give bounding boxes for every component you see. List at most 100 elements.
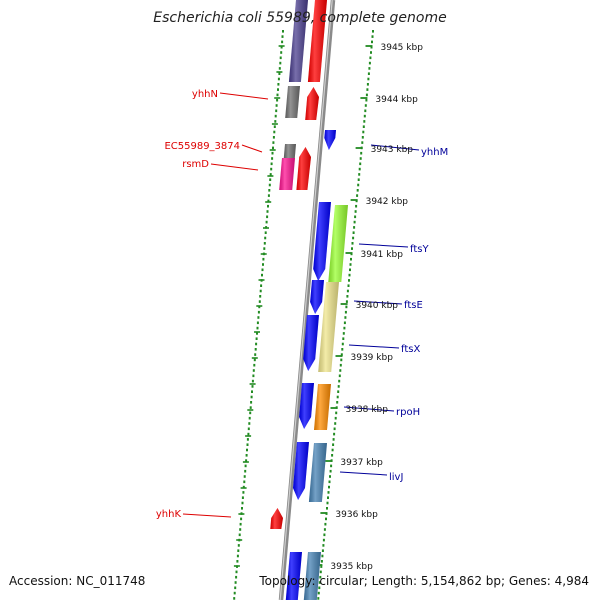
feature-ftsX	[303, 315, 319, 371]
ruler-dot	[323, 528, 326, 531]
ruler-dot	[328, 485, 330, 489]
leader-line	[219, 92, 269, 100]
ruler-dot	[246, 448, 248, 452]
ruler-dot	[330, 464, 333, 468]
ruler-dot	[342, 337, 345, 340]
ruler-dot	[256, 326, 259, 330]
gene-label[interactable]: EC55989_3874	[164, 141, 240, 152]
ruler-dot	[331, 448, 334, 452]
ruler-dot	[256, 332, 258, 335]
kbp-label: 3941 kbp	[361, 250, 404, 260]
ruler-dot	[271, 151, 274, 155]
ruler-dot	[261, 268, 264, 272]
ruler-dot	[239, 522, 242, 526]
gene-label[interactable]: ftsX	[401, 344, 420, 355]
ruler-dot	[281, 40, 284, 44]
ruler-dot	[247, 427, 250, 431]
ruler-dot	[342, 332, 345, 335]
ruler-dot	[371, 40, 373, 44]
ruler-dot	[270, 167, 273, 171]
gene-label[interactable]: ftsY	[410, 244, 429, 255]
gene-label[interactable]: rsmD	[182, 159, 209, 170]
kbp-label-group: 3945 kbp 3944 kbp 3943 kbp 3942 kbp 3941 kbp…	[330, 43, 423, 572]
ruler-dot	[243, 475, 246, 478]
accession-text: Accession: NC_011748	[9, 574, 146, 588]
ruler-dot	[327, 496, 329, 499]
feature-yhhN	[305, 87, 319, 120]
ruler-dot	[335, 411, 338, 415]
ruler-dot	[346, 289, 349, 293]
ruler-dot	[245, 454, 248, 457]
feature-yhhM	[324, 130, 336, 150]
ruler-dot	[274, 114, 277, 118]
kbp-label: 3938 kbp	[346, 405, 389, 415]
leader-line	[343, 406, 395, 412]
ruler-dot	[264, 236, 267, 240]
ruler-dot	[365, 93, 368, 97]
topology-text: Topology: circular; Length: 5,154,862 bp…	[259, 574, 589, 588]
ruler-dot	[326, 507, 328, 510]
ruler-dot	[252, 369, 255, 372]
ruler-dot	[243, 480, 246, 484]
gene-label[interactable]: yhhK	[156, 509, 182, 520]
gene-label[interactable]: yhhN	[192, 89, 218, 100]
ruler-dot	[351, 247, 353, 250]
ruler-dot	[276, 98, 279, 102]
ruler-dot	[257, 316, 260, 319]
backbone-highlight	[279, 0, 333, 601]
leader-line	[182, 513, 232, 518]
ruler-dot	[234, 581, 237, 584]
ruler-dot	[242, 485, 245, 489]
ruler-dot	[354, 210, 357, 213]
ruler-dot	[273, 130, 276, 134]
kbp-label: 3940 kbp	[356, 301, 399, 311]
ruler-dot	[260, 284, 263, 287]
ruler-dot	[258, 305, 261, 309]
leader-line-group	[182, 92, 420, 518]
ruler-dot	[239, 528, 242, 531]
ruler-dot	[264, 231, 267, 234]
ruler-dot	[249, 411, 252, 415]
ruler-dot	[329, 469, 332, 473]
gene-label[interactable]: rpoH	[396, 407, 420, 418]
ruler-dot	[263, 242, 266, 245]
ruler-dot	[278, 72, 281, 75]
ruler-dot	[352, 236, 355, 240]
ruler-dot	[356, 189, 359, 192]
ruler-dot	[251, 379, 254, 383]
ruler-dot	[370, 51, 372, 54]
gene-label[interactable]: livJ	[389, 472, 403, 483]
ruler-dot	[253, 358, 256, 362]
gene-label[interactable]: yhhM	[421, 147, 448, 158]
feature-livJ	[293, 442, 309, 500]
feature-blue-bottom	[285, 552, 302, 600]
ruler-dot	[275, 109, 278, 113]
ruler-dot	[254, 353, 257, 356]
ruler-dot	[276, 93, 279, 97]
ruler-dot	[248, 422, 251, 425]
ruler-dot	[355, 199, 358, 203]
ruler-dot	[275, 104, 278, 107]
ruler-dot	[371, 35, 374, 38]
leader-line	[339, 471, 388, 476]
feature-purple	[288, 0, 308, 82]
ruler-dot	[280, 45, 283, 49]
ruler-dot	[234, 586, 237, 590]
leader-line	[358, 243, 409, 248]
ruler-dot	[274, 120, 277, 123]
ruler-dot	[341, 348, 344, 351]
kbp-label: 3942 kbp	[366, 197, 409, 207]
ruler-dot	[337, 390, 340, 393]
gene-label[interactable]: ftsE	[404, 300, 423, 311]
ruler-dot	[347, 284, 350, 287]
ruler-dot	[254, 348, 257, 351]
ruler-dot	[247, 432, 250, 436]
ruler-dot	[344, 316, 347, 319]
ruler-dot	[367, 77, 370, 81]
ruler-dot	[340, 358, 343, 362]
ruler-dot	[359, 157, 362, 160]
ruler-dot	[355, 204, 358, 208]
ruler-dot	[317, 597, 320, 600]
feature-yhhK	[270, 508, 283, 529]
ruler-dot	[358, 167, 361, 171]
